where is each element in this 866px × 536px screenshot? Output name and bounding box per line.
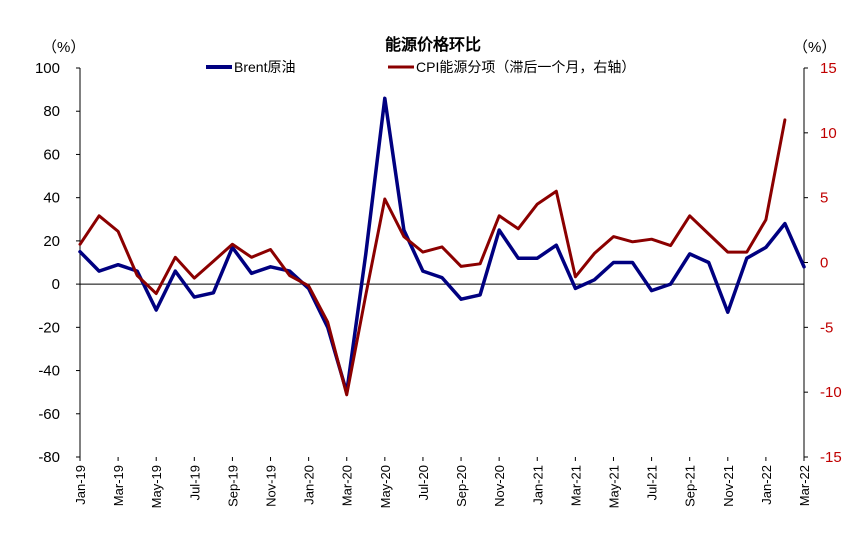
right-tick-label: 0 [820, 255, 828, 272]
x-tick-label: Mar-19 [111, 465, 126, 506]
x-tick-label: Mar-20 [340, 465, 355, 506]
left-tick-label: 40 [43, 190, 60, 207]
left-tick-label: 0 [52, 276, 60, 293]
right-tick-label: -5 [820, 319, 833, 336]
chart-title: 能源价格环比 [385, 35, 481, 54]
left-tick-label: 80 [43, 103, 60, 120]
x-tick-label: Jul-21 [645, 465, 660, 500]
x-tick-label: Sep-21 [683, 465, 698, 507]
x-tick-label: Jan-21 [530, 465, 545, 505]
x-tick-label: Jul-20 [416, 465, 431, 500]
right-tick-label: -15 [820, 449, 842, 466]
left-tick-label: 60 [43, 146, 60, 163]
x-tick-label: Jul-19 [187, 465, 202, 500]
legend: Brent原油 CPI能源分项（滞后一个月，右轴） [206, 59, 635, 75]
x-tick-label: Nov-19 [264, 465, 279, 507]
left-axis-unit: （%） [42, 39, 85, 56]
legend-label-brent: Brent原油 [234, 59, 295, 75]
x-tick-label: Sep-20 [454, 465, 469, 507]
series-layer [78, 96, 806, 397]
left-tick-label: -20 [38, 319, 60, 336]
x-tick-label: Mar-21 [568, 465, 583, 506]
series-line-brent [78, 96, 806, 394]
left-tick-label: -40 [38, 363, 60, 380]
x-tick-label: May-20 [378, 465, 393, 508]
x-tick-label: Mar-22 [797, 465, 812, 506]
axes [79, 68, 805, 457]
legend-label-cpi-energy: CPI能源分项（滞后一个月，右轴） [416, 59, 635, 75]
right-tick-label: 10 [820, 125, 837, 142]
right-tick-label: 15 [820, 60, 837, 77]
right-axis-unit: （%） [793, 39, 836, 56]
left-tick-label: 20 [43, 233, 60, 250]
series-line-cpi-energy [78, 118, 787, 397]
left-axis-ticks: -80 -60 -40 -20 0 20 40 60 80 100 [35, 60, 80, 466]
x-tick-label: Sep-19 [225, 465, 240, 507]
x-tick-label: Jan-22 [759, 465, 774, 505]
left-tick-label: -60 [38, 406, 60, 423]
right-tick-label: 5 [820, 190, 828, 207]
x-tick-label: May-19 [149, 465, 164, 508]
right-tick-label: -10 [820, 384, 842, 401]
x-tick-label: Jan-20 [302, 465, 317, 505]
x-tick-label: Jan-19 [73, 465, 88, 505]
x-tick-label: Nov-20 [492, 465, 507, 507]
x-axis-ticks: Jan-19 Mar-19 May-19 Jul-19 Sep-19 Nov-19 Jan-… [73, 457, 812, 508]
left-tick-label: 100 [35, 60, 60, 77]
x-tick-label: Nov-21 [721, 465, 736, 507]
left-tick-label: -80 [38, 449, 60, 466]
x-tick-label: May-21 [606, 465, 621, 508]
right-axis-ticks: -15 -10 -5 0 5 10 15 [804, 60, 842, 466]
